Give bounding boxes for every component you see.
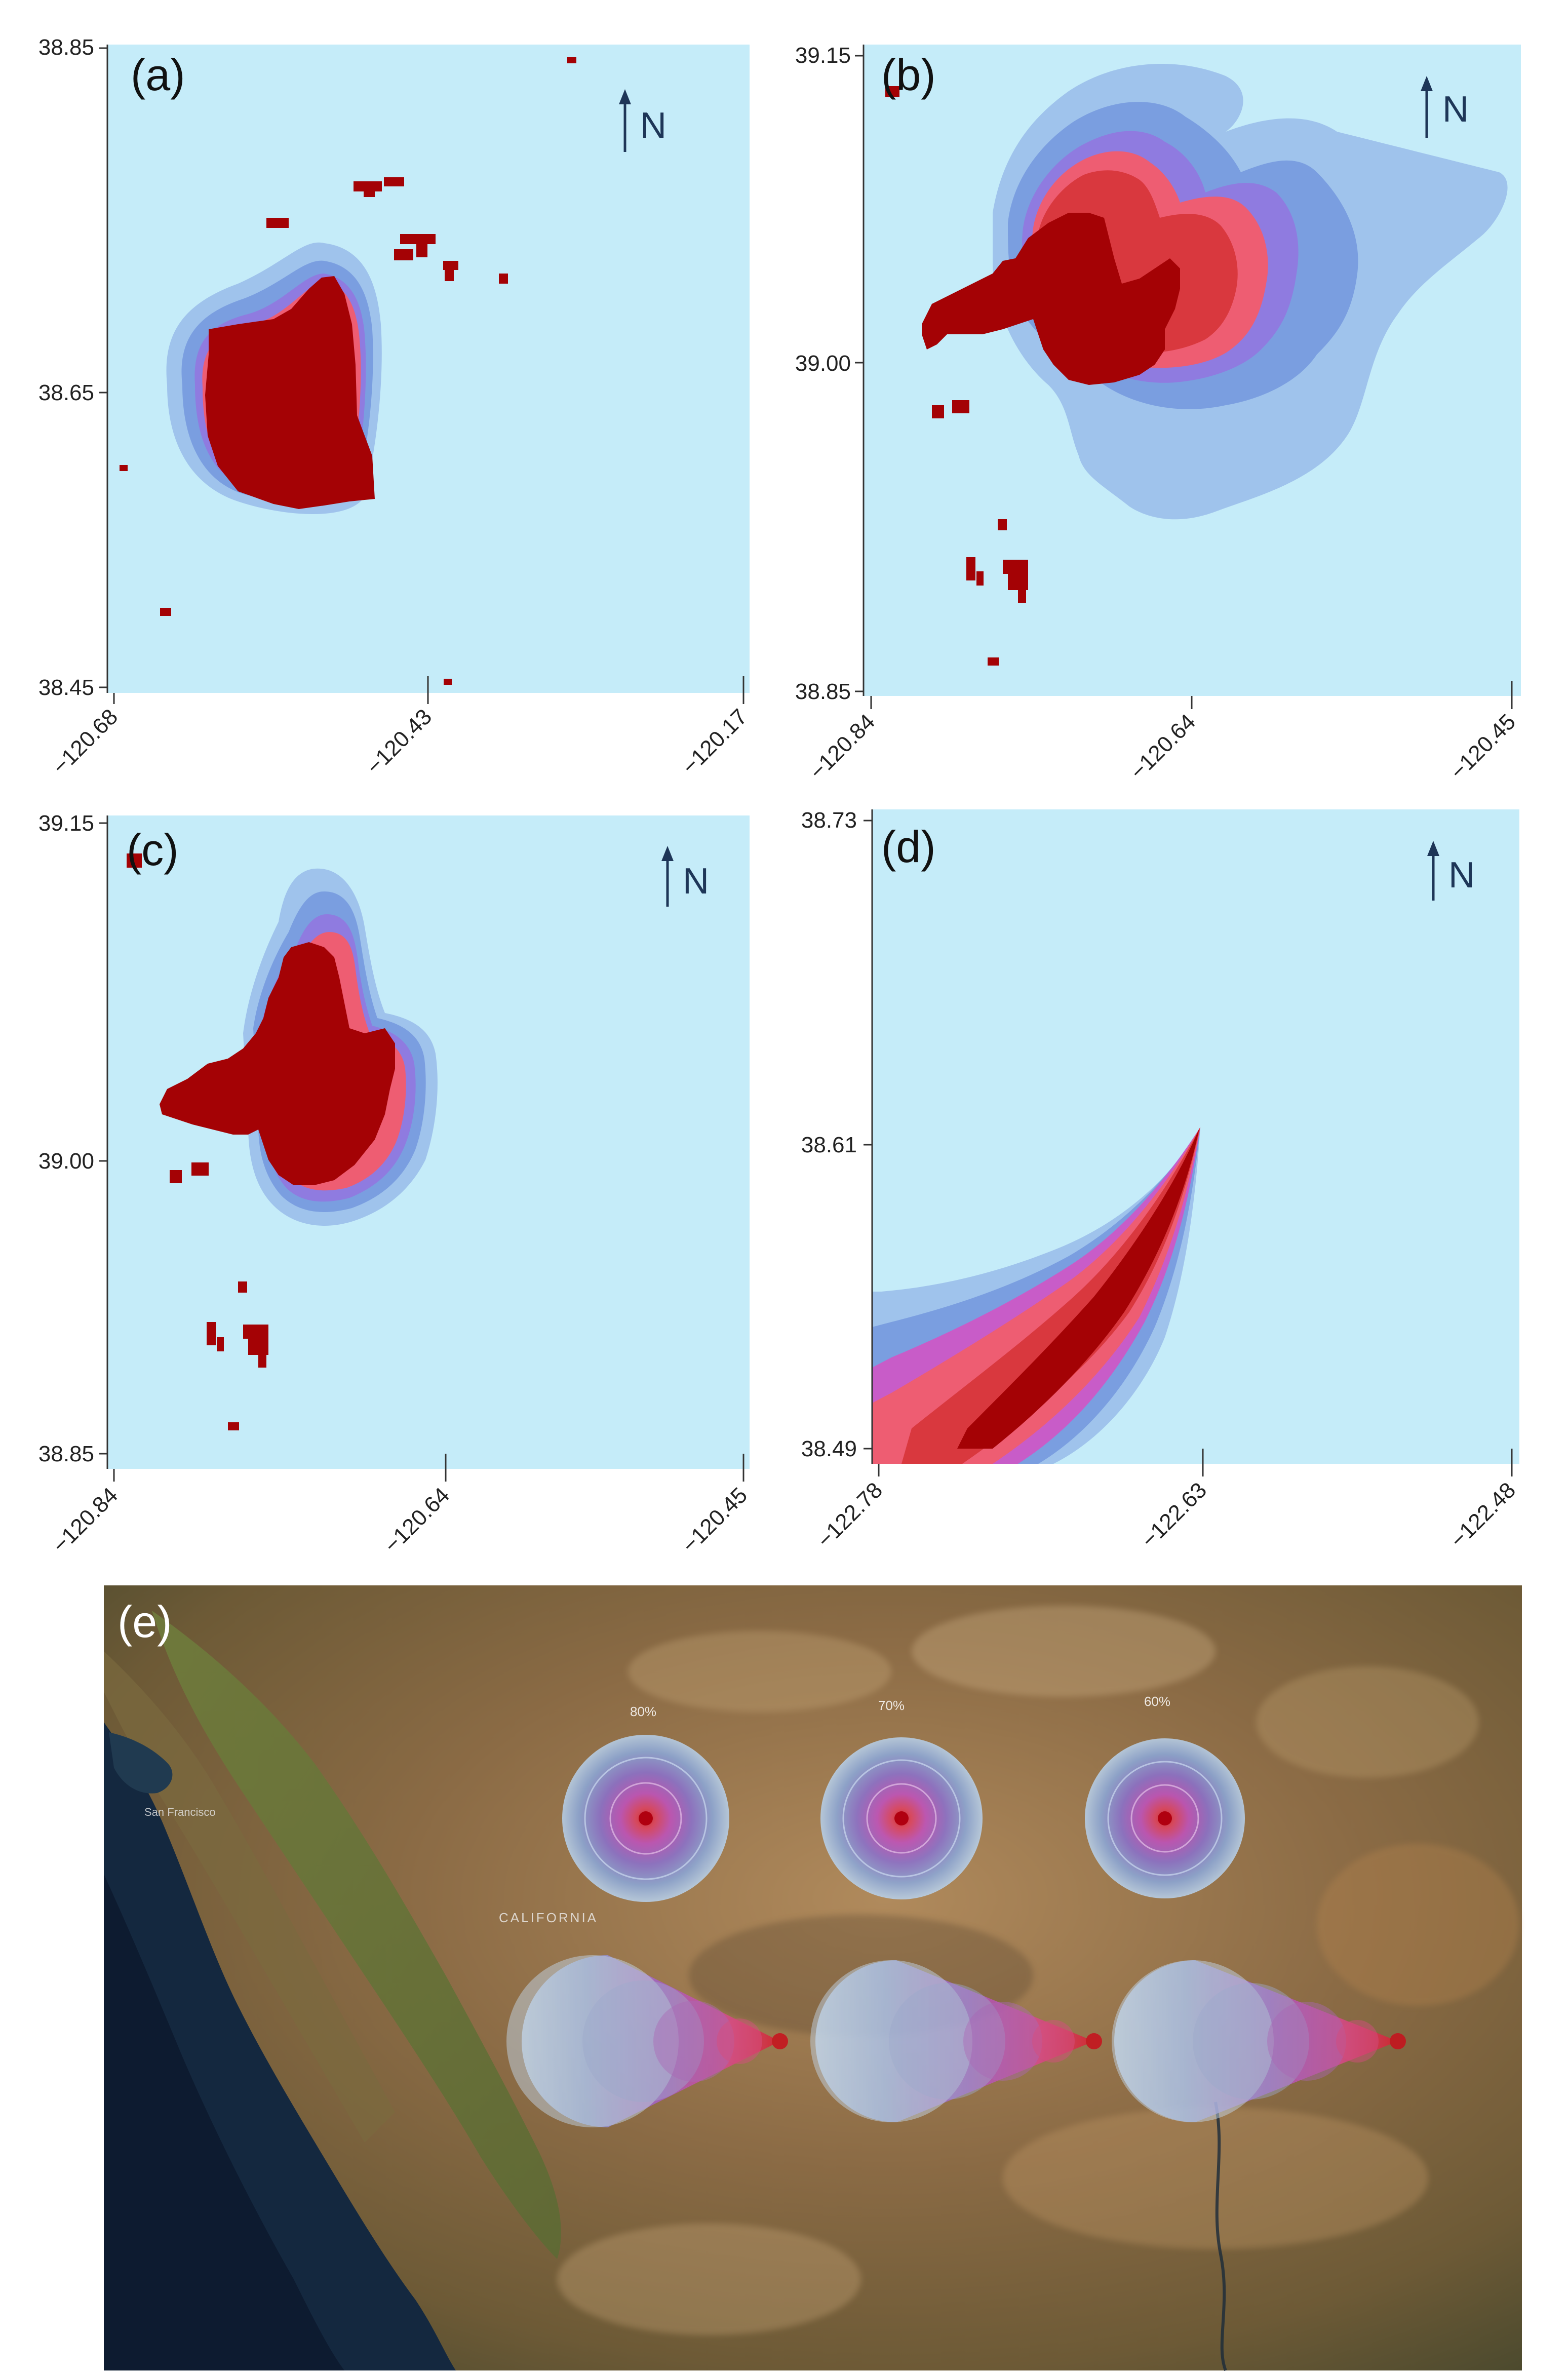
panel-d-lat-tick-label: 38.73 [801,808,857,833]
panel-c: 39.15 39.00 38.85 −120.84 −120.64 −120.4… [38,811,752,1558]
panel-e-cone-markers [506,1955,1406,2127]
concentric-marker-ring [866,1783,937,1854]
panel-d-burn-area [957,1129,1199,1449]
panel-e-coast-range [104,1651,395,2143]
panel-b-lat-tick-label: 39.15 [795,43,851,68]
panel-b-lon-tick-label: −120.45 [1445,709,1520,784]
concentric-marker-ring [1107,1761,1223,1876]
panel-e-circle-label: 80% [630,1704,656,1719]
panel-b-lon-tick-label: −120.64 [1125,709,1200,784]
panel-b-burn-area [922,213,1180,385]
panel-b-label: (b) [881,50,936,100]
concentric-marker-ring [842,1759,961,1878]
cone-marker [810,1960,1102,2122]
concentric-marker-center [894,1811,909,1825]
panel-c-lon-tick-label: −120.84 [48,1483,123,1558]
panel-e-circle-markers [562,1735,1245,1902]
panel-a-lon-tick-label: −120.68 [48,704,123,779]
panel-c-north-arrow: N [661,846,709,907]
panel-d-lat-tick-label: 38.49 [801,1436,857,1461]
panel-d: 38.73 38.61 38.49 −122.78 −122.63 −122.4… [801,808,1520,1552]
panel-e-central-valley [152,1611,561,2259]
panel-c-burn-area [160,942,395,1185]
panel-b-spot-fires [885,86,1028,666]
panel-c-lat-tick-label: 38.85 [38,1442,94,1466]
panel-c-label: (c) [127,825,179,875]
panel-d-lon-tick-label: −122.78 [812,1477,887,1552]
panel-a-lon-tick-label: −120.17 [677,704,752,779]
panel-a-north-arrow: N [619,89,667,152]
panel-e-circle-label: 70% [878,1698,905,1713]
panel-b-lon-tick-label: −120.84 [805,709,880,784]
concentric-marker-ring [584,1757,708,1880]
panel-a-lat-tick-label: 38.65 [38,380,94,405]
panel-d-label: (d) [881,822,936,872]
panel-b-north-label: N [1442,89,1469,130]
panel-c-lat-tick-label: 39.00 [38,1149,94,1174]
panel-c-spot-fires [127,853,268,1430]
panel-a-lon-tick-label: −120.43 [362,704,437,779]
panel-a-label: (a) [131,50,185,100]
concentric-marker-center [1158,1811,1172,1825]
panel-b-north-arrow: N [1421,76,1469,138]
panel-a-north-label: N [640,105,667,146]
cone-marker [506,1955,788,2127]
panel-c-lat-tick-label: 39.15 [38,811,94,836]
panel-d-lon-tick-label: −122.48 [1445,1477,1520,1552]
panel-b: 39.15 39.00 38.85 −120.84 −120.64 −120.4… [795,43,1521,784]
panel-e-label: (e) [117,1597,172,1647]
panel-a-burn-area [205,276,375,509]
panel-a-lat-tick-label: 38.85 [38,35,94,60]
panel-e-place-label: San Francisco [144,1806,216,1818]
panel-d-lon-tick-label: −122.63 [1136,1477,1211,1552]
panel-e-river [1214,2102,1227,2371]
panel-e-circle-label: 60% [1144,1694,1170,1709]
panel-e-ocean-deep [104,1874,344,2370]
panel-d-north-arrow: N [1427,841,1475,901]
panel-a-lat-tick-label: 38.45 [38,675,94,700]
panel-d-lat-tick-label: 38.61 [801,1133,857,1157]
panel-e-place-label: CALIFORNIA [499,1910,598,1925]
concentric-marker-center [639,1811,653,1825]
panel-b-lat-tick-label: 38.85 [795,679,851,704]
panel-c-lon-tick-label: −120.45 [677,1483,752,1558]
panel-d-north-label: N [1448,855,1475,896]
panel-e: 80% 70% 60% San Francisco CALIFORNIA (e) [104,1585,1522,2371]
panel-e-bay [109,1732,173,1794]
panel-d-plume [872,1127,1200,1464]
panel-a-spot-fires [120,57,576,685]
concentric-marker-ring [609,1782,682,1855]
panel-c-north-label: N [683,861,709,902]
panel-c-lon-tick-label: −120.64 [379,1483,454,1558]
panel-b-lat-tick-label: 39.00 [795,351,851,376]
panel-a: 38.85 38.65 38.45 −120.68 −120.43 −120.1… [38,35,752,779]
cone-marker [1112,1960,1406,2122]
concentric-marker-ring [1130,1784,1199,1853]
